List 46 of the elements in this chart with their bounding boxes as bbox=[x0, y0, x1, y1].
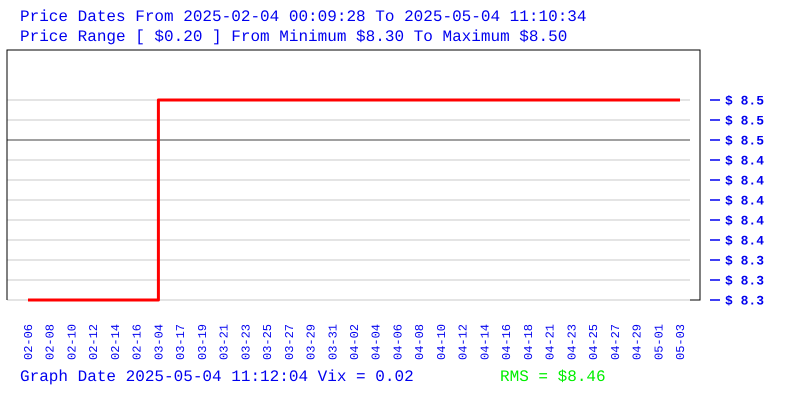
y-tick-label: $ 8.5 bbox=[725, 114, 764, 129]
x-tick-label: 04-10 bbox=[434, 324, 449, 360]
x-tick-label: 02-06 bbox=[22, 324, 36, 360]
x-tick-label: 04-25 bbox=[587, 324, 602, 360]
x-tick-label: 04-18 bbox=[522, 324, 536, 360]
x-tick-label: 04-12 bbox=[456, 324, 471, 360]
x-tick-label: 03-23 bbox=[239, 324, 254, 360]
y-tick-label: $ 8.5 bbox=[725, 94, 764, 109]
x-tick-label: 03-29 bbox=[304, 324, 319, 360]
x-tick-label: 04-08 bbox=[413, 324, 428, 360]
y-tick-label: $ 8.3 bbox=[725, 254, 764, 269]
x-tick-label: 04-27 bbox=[608, 324, 623, 360]
y-tick-label: $ 8.5 bbox=[725, 134, 764, 149]
text: Graph Date 2025-05-04 11:12:04 Vix = 0.02 bbox=[20, 368, 414, 386]
x-tick-label: 04-14 bbox=[478, 324, 492, 360]
x-tick-label: 03-19 bbox=[196, 324, 210, 360]
y-tick-label: $ 8.4 bbox=[725, 214, 764, 229]
x-tick-label: 05-01 bbox=[652, 324, 666, 360]
y-tick-label: $ 8.4 bbox=[725, 234, 764, 249]
x-tick-label: 05-03 bbox=[674, 324, 688, 360]
x-tick-label: 04-02 bbox=[348, 324, 362, 360]
x-tick-label: 02-16 bbox=[130, 324, 145, 360]
text: RMS = $8.46 bbox=[500, 368, 606, 386]
y-tick-label: $ 8.4 bbox=[725, 154, 764, 169]
x-tick-label: 02-12 bbox=[87, 324, 102, 360]
x-tick-label: 02-08 bbox=[44, 324, 58, 360]
x-tick-label: 04-06 bbox=[391, 324, 406, 360]
x-tick-label: 04-23 bbox=[565, 324, 580, 360]
x-tick-label: 04-04 bbox=[370, 324, 384, 360]
y-tick-label: $ 8.3 bbox=[725, 274, 764, 289]
x-tick-label: 02-10 bbox=[65, 324, 80, 360]
chart-title: Price Dates From 2025-02-04 00:09:28 To 2025-05-04 11:10:34 bbox=[20, 8, 586, 26]
x-tick-label: 03-04 bbox=[152, 324, 166, 360]
x-tick-label: 03-17 bbox=[174, 324, 188, 360]
chart-subtitle: Price Range [ $0.20 ] From Minimum $8.30 To Maximum $8.50 bbox=[20, 28, 568, 46]
x-tick-label: 03-31 bbox=[326, 324, 340, 360]
y-tick-label: $ 8.4 bbox=[725, 174, 764, 189]
x-tick-label: 04-16 bbox=[500, 324, 514, 360]
x-tick-label: 04-21 bbox=[544, 324, 558, 360]
x-tick-label: 04-29 bbox=[630, 324, 645, 360]
x-tick-label: 03-27 bbox=[282, 324, 297, 360]
y-tick-label: $ 8.4 bbox=[725, 194, 764, 209]
x-tick-label: 03-21 bbox=[218, 324, 232, 360]
y-tick-label: $ 8.3 bbox=[725, 294, 764, 309]
x-tick-label: 03-25 bbox=[261, 324, 276, 360]
x-tick-label: 02-14 bbox=[108, 324, 123, 360]
